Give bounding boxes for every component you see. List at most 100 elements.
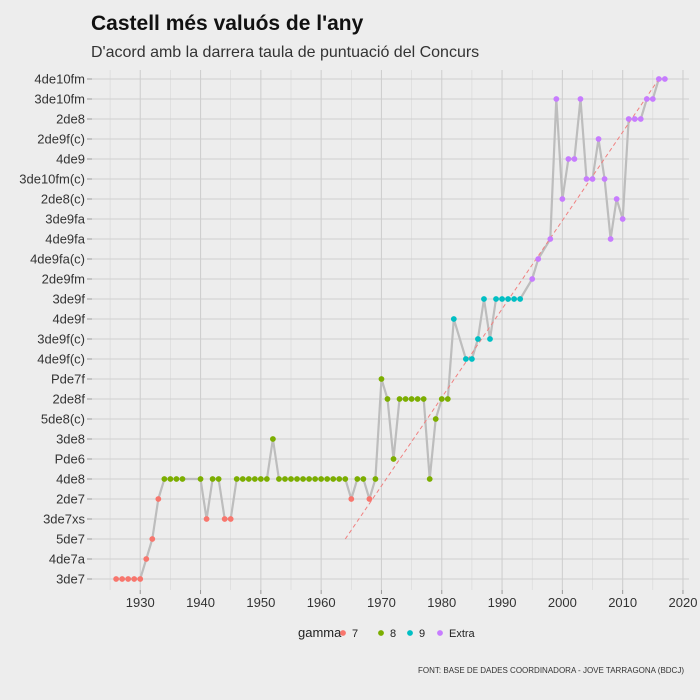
- data-point: [517, 296, 524, 302]
- data-point: [469, 356, 475, 362]
- data-point: [547, 236, 554, 242]
- data-point: [438, 396, 445, 402]
- y-axis: 3de7 4de7a 5de7 3de7xs 2de7 4de8 Pde6 3de8 5de8(…: [19, 72, 92, 587]
- data-point: [233, 476, 240, 482]
- data-point: [125, 576, 132, 582]
- chart-caption: FONT: BASE DE DADES COORDINADORA - JOVE …: [418, 666, 684, 675]
- data-point: [113, 576, 120, 582]
- data-point: [649, 96, 656, 102]
- data-point: [378, 376, 385, 382]
- data-point: [462, 356, 469, 362]
- data-point: [390, 456, 397, 462]
- y-tick-label: 3de10fm(c): [19, 172, 85, 187]
- data-point: [173, 476, 180, 482]
- y-tick-label: 4de9fa(c): [30, 252, 85, 267]
- data-point: [553, 96, 560, 102]
- legend-label: 9: [419, 628, 425, 640]
- data-point: [282, 476, 288, 482]
- y-tick-label: 2de9f(c): [37, 132, 85, 147]
- y-tick-label: 2de9fm: [42, 272, 85, 287]
- data-point: [487, 336, 493, 342]
- legend-swatch: [378, 630, 384, 636]
- data-point: [499, 296, 505, 302]
- legend-label: 7: [352, 628, 358, 640]
- data-point: [155, 496, 162, 502]
- data-point: [607, 236, 614, 242]
- data-point: [312, 476, 319, 482]
- data-point: [631, 116, 638, 122]
- data-point: [215, 476, 222, 482]
- legend: gamma 7 8 9 Extra: [298, 625, 476, 640]
- x-tick-label: 2010: [608, 595, 637, 610]
- data-point: [288, 476, 294, 482]
- data-point: [179, 476, 186, 482]
- data-point: [559, 196, 566, 202]
- data-point: [336, 476, 343, 482]
- data-point: [203, 516, 210, 522]
- chart-subtitle: D'acord amb la darrera taula de puntuaci…: [91, 44, 479, 61]
- x-tick-label: 1950: [246, 595, 275, 610]
- data-point: [408, 396, 415, 402]
- data-point: [420, 396, 427, 402]
- y-tick-label: 3de7xs: [43, 512, 85, 527]
- y-tick-label: 4de7a: [49, 552, 86, 567]
- data-point: [348, 496, 355, 502]
- data-point: [360, 476, 367, 482]
- data-point: [197, 476, 204, 482]
- data-point: [481, 296, 487, 302]
- legend-swatch: [340, 630, 346, 636]
- legend-title: gamma: [298, 625, 342, 640]
- data-point: [276, 476, 282, 482]
- data-point: [330, 476, 337, 482]
- y-tick-label: Pde6: [55, 452, 85, 467]
- data-point: [655, 76, 662, 82]
- data-point: [535, 256, 542, 262]
- data-point: [342, 476, 349, 482]
- y-tick-label: Pde7f: [51, 372, 85, 387]
- data-point: [251, 476, 258, 482]
- y-tick-label: 3de8: [56, 432, 85, 447]
- data-point: [493, 296, 499, 302]
- data-point: [396, 396, 403, 402]
- data-point: [625, 116, 632, 122]
- y-tick-label: 2de8: [56, 112, 85, 127]
- data-point: [209, 476, 216, 482]
- data-point: [318, 476, 325, 482]
- data-point: [589, 176, 596, 182]
- data-point: [577, 96, 584, 102]
- y-tick-label: 3de7: [56, 572, 85, 587]
- y-tick-label: 3de9f: [52, 292, 85, 307]
- data-point: [444, 396, 451, 402]
- data-point: [511, 296, 518, 302]
- plot-panel: [92, 70, 689, 590]
- y-tick-label: 2de8f: [52, 392, 85, 407]
- y-tick-label: 3de9fa: [45, 212, 86, 227]
- data-point: [529, 276, 536, 282]
- data-point: [601, 176, 608, 182]
- data-point: [643, 96, 650, 102]
- data-point: [149, 536, 156, 542]
- data-point: [137, 576, 144, 582]
- x-tick-label: 1930: [126, 595, 155, 610]
- y-tick-label: 4de9f: [52, 312, 85, 327]
- data-point: [637, 116, 644, 122]
- data-point: [167, 476, 174, 482]
- data-point: [402, 396, 409, 402]
- y-tick-label: 5de7: [56, 532, 85, 547]
- data-point: [366, 496, 373, 502]
- data-point: [414, 396, 421, 402]
- data-point: [324, 476, 331, 482]
- legend-label: 8: [390, 628, 396, 640]
- data-point: [221, 516, 228, 522]
- data-point: [565, 156, 572, 162]
- y-tick-label: 4de9fa: [45, 232, 86, 247]
- data-point: [161, 476, 168, 482]
- x-tick-label: 1940: [186, 595, 215, 610]
- trend-line: [344, 78, 660, 540]
- grid: [92, 70, 689, 590]
- data-point: [661, 76, 668, 82]
- data-point: [505, 296, 511, 302]
- data-point: [119, 576, 126, 582]
